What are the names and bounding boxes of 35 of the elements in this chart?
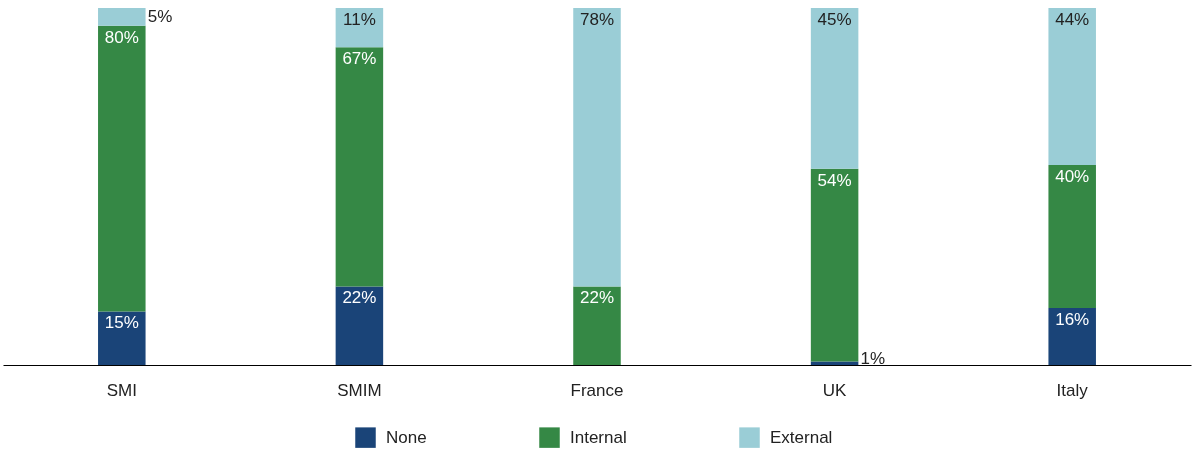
- bar: [1048, 307, 1096, 365]
- bar: [573, 286, 621, 365]
- data-label: 54%: [817, 170, 852, 190]
- bar: [98, 8, 146, 26]
- data-label: 80%: [104, 27, 139, 47]
- data-label: 1%: [860, 349, 886, 368]
- bar: [810, 361, 859, 365]
- bar: [98, 25, 146, 312]
- data-label: 22%: [579, 288, 615, 308]
- bar: [810, 168, 859, 362]
- data-label: 78%: [579, 10, 615, 29]
- bar: [335, 286, 384, 365]
- bar: [810, 8, 859, 169]
- legend-label: Internal: [570, 427, 627, 447]
- bar: [1048, 165, 1096, 308]
- data-label: 11%: [343, 10, 376, 29]
- data-label: 16%: [1055, 309, 1090, 329]
- data-label: 67%: [342, 49, 377, 69]
- legend-label: External: [770, 427, 833, 447]
- bar: [573, 8, 621, 287]
- x-tick-label: Italy: [1056, 380, 1089, 400]
- data-label: 40%: [1055, 167, 1090, 187]
- data-label: 5%: [147, 7, 173, 26]
- legend-label: None: [386, 427, 427, 447]
- data-label: 22%: [342, 288, 377, 308]
- x-tick-label: SMI: [106, 380, 137, 400]
- data-label: 15%: [104, 313, 139, 333]
- x-tick-label: SMIM: [337, 380, 382, 400]
- x-tick-label: France: [570, 380, 624, 400]
- bar: [98, 311, 146, 365]
- data-label: 45%: [817, 10, 852, 29]
- bar: [1048, 8, 1096, 166]
- data-label: 44%: [1055, 10, 1090, 29]
- bar: [335, 47, 384, 287]
- x-tick-label: UK: [822, 380, 848, 400]
